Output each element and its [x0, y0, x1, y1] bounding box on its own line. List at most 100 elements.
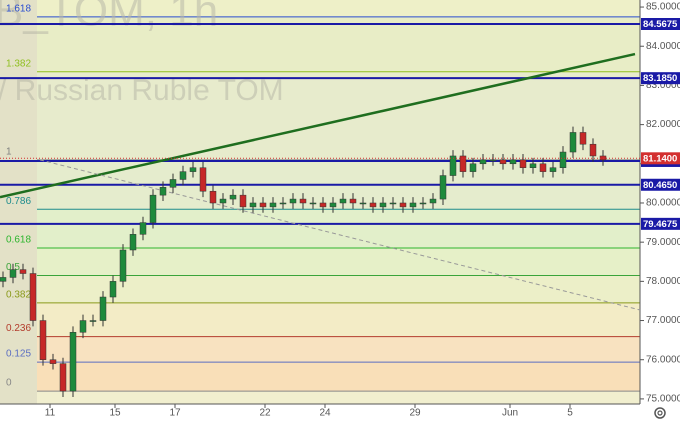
y-tick-label: 76.0000 — [646, 354, 680, 365]
price-box — [641, 72, 680, 85]
candle-body — [0, 277, 7, 282]
fib-label: 0.618 — [6, 235, 31, 246]
x-tick-label: 15 — [109, 408, 121, 419]
candle-body — [459, 155, 467, 172]
candle-body — [319, 202, 327, 208]
y-tick-label: 82.0000 — [646, 119, 680, 130]
x-tick-label: Jun — [502, 408, 518, 419]
candle-body — [509, 159, 517, 165]
y-tick-label: 80.0000 — [646, 198, 680, 209]
candle-body — [29, 273, 37, 321]
candle-body — [199, 167, 207, 192]
candle-body — [159, 187, 167, 196]
candle-body — [369, 202, 377, 208]
candle-body — [9, 269, 17, 278]
x-tick-label: 5 — [567, 408, 573, 419]
x-tick-label: 11 — [45, 408, 56, 419]
fib-label: 0.382 — [6, 290, 31, 301]
fib-band — [37, 362, 640, 392]
x-tick-label: 24 — [319, 408, 331, 419]
price-box-label: 79.4675 — [643, 219, 678, 230]
candle-body — [99, 296, 107, 321]
candle-body — [549, 167, 557, 172]
candle-body — [129, 234, 137, 251]
watermark: / Russian Ruble TOM — [0, 74, 284, 107]
fib-label: 1.382 — [6, 58, 31, 69]
gear[interactable] — [654, 407, 666, 419]
y-tick-label: 84.0000 — [646, 41, 680, 52]
candle-body — [269, 202, 277, 208]
candle-body — [339, 198, 347, 204]
gear-hub[interactable] — [657, 410, 663, 416]
candle-body — [579, 132, 587, 145]
candle-body — [89, 320, 97, 322]
candle-body — [469, 163, 477, 172]
candle-body — [349, 198, 357, 204]
fib-label: 0.236 — [6, 323, 31, 334]
candle-body — [179, 171, 187, 180]
fib-label: 0 — [6, 378, 12, 389]
candle-body — [219, 198, 227, 204]
candle-body — [79, 320, 87, 333]
settings-icon[interactable] — [654, 407, 666, 419]
fib-band — [37, 302, 640, 337]
candle-body — [169, 179, 177, 188]
candle-body — [189, 167, 197, 172]
candle-body — [519, 159, 527, 168]
fib-band — [37, 275, 640, 303]
price-box-label: 83.1850 — [643, 73, 677, 84]
candle-body — [309, 202, 317, 205]
candle-body — [569, 132, 577, 153]
candle-body — [49, 359, 57, 364]
candle-body — [39, 320, 47, 360]
x-tick-label: 29 — [409, 408, 421, 419]
candle-body — [299, 198, 307, 204]
fib-band — [37, 336, 640, 363]
price-box-label: 84.5675 — [643, 19, 678, 30]
candle-body — [259, 202, 267, 208]
trend-line — [0, 52, 636, 199]
trend-line — [39, 159, 641, 311]
y-tick-label: 78.0000 — [646, 276, 680, 287]
candle-body — [359, 202, 367, 205]
candle-body — [529, 163, 537, 168]
candle-body — [59, 363, 67, 392]
candle-body — [419, 202, 427, 205]
price-box — [641, 18, 680, 31]
fib-label: 1.618 — [6, 3, 31, 14]
candle-body — [429, 198, 437, 204]
fib-label: 0.125 — [6, 349, 31, 360]
price-box-label: 80.4650 — [643, 180, 677, 191]
candle-body — [499, 159, 507, 165]
candle-body — [399, 202, 407, 208]
candle-body — [229, 194, 237, 200]
watermark: B_TOM, 1h — [0, 0, 218, 36]
candle-body — [119, 249, 127, 282]
price-box — [641, 152, 680, 165]
fib-band — [37, 248, 640, 276]
y-tick-label: 79.0000 — [646, 237, 680, 248]
candle-body — [379, 202, 387, 208]
candle-body — [489, 159, 497, 162]
fib-label: 1 — [6, 147, 12, 158]
time-axis — [0, 404, 640, 424]
candle-body — [69, 332, 77, 392]
price-box-label: 81.1400 — [643, 153, 677, 164]
candle-body — [389, 202, 397, 205]
candle-body — [539, 163, 547, 172]
price-axis — [640, 0, 680, 424]
candle-body — [439, 175, 447, 200]
fib-band — [37, 0, 640, 17]
candle-body — [209, 190, 217, 204]
fib-band — [37, 209, 640, 249]
candle-body — [559, 151, 567, 168]
candle-body — [329, 202, 337, 208]
y-tick-label: 83.0000 — [646, 80, 680, 91]
candle-body — [279, 202, 287, 205]
candle-body — [139, 222, 147, 235]
candle-body — [409, 202, 417, 208]
candle-body — [449, 155, 457, 176]
candle-body — [289, 198, 297, 204]
candle-body — [249, 202, 257, 208]
